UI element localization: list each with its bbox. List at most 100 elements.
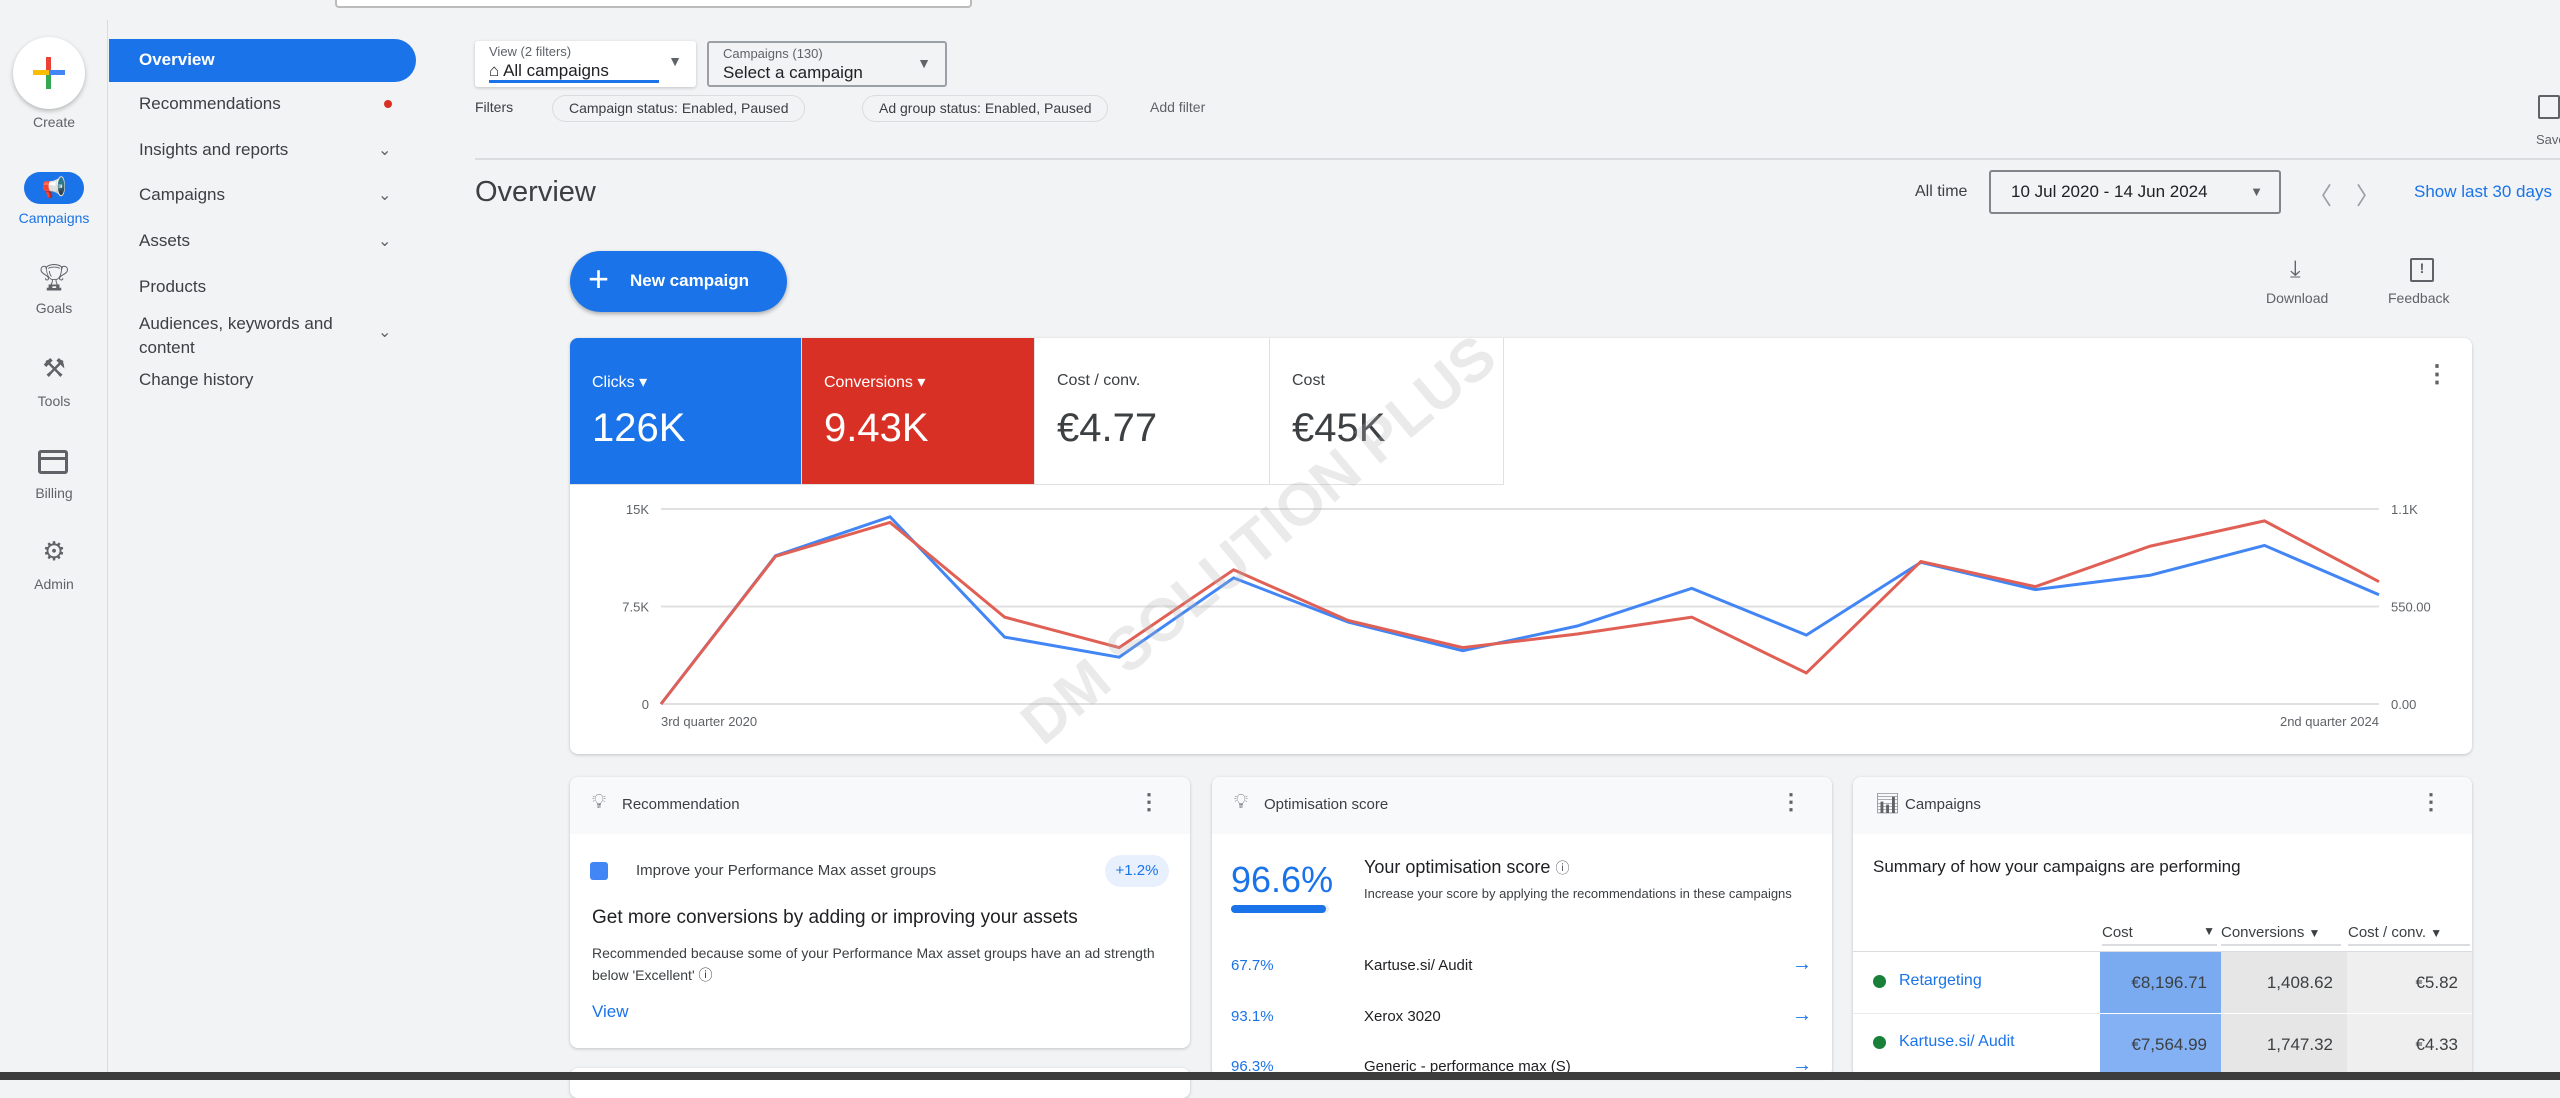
rail-tools[interactable]: Tools: [37, 393, 71, 409]
sort-icon: ▼: [2203, 924, 2215, 938]
chevron-down-icon[interactable]: ⌄: [378, 187, 392, 204]
optimisation-heading: Your optimisation score ⓘ: [1364, 857, 1570, 877]
left-axis-tick: 15K: [626, 502, 649, 517]
create-button[interactable]: [13, 37, 85, 109]
recommendation-headline: Get more conversions by adding or improv…: [592, 907, 1078, 928]
view-link[interactable]: View: [592, 1002, 629, 1021]
optimisation-score-card: 💡︎ Optimisation score ⋮ 96.6% Your optimis…: [1212, 777, 1832, 1077]
campaign-link[interactable]: Retargeting: [1899, 972, 1982, 989]
taskbar-edge: [0, 1072, 2560, 1080]
tools-icon[interactable]: ⚒: [42, 353, 66, 383]
save-icon[interactable]: [2538, 95, 2560, 119]
campaign-link[interactable]: Kartuse.si/ Audit: [1899, 1033, 2015, 1050]
cost-cell: €8,196.71: [2100, 952, 2221, 1013]
list-item[interactable]: 93.1% Xerox 3020 →: [1231, 1004, 1812, 1026]
chevron-down-icon[interactable]: ⌄: [378, 324, 392, 341]
x-axis-tick: 2nd quarter 2024: [2280, 714, 2379, 729]
show-last-30-days-link[interactable]: Show last 30 days: [2414, 182, 2552, 201]
recommendation-reason: Recommended because some of your Perform…: [592, 945, 1155, 983]
credit-card-icon[interactable]: [38, 450, 68, 474]
campaign-select-dropdown[interactable]: Campaigns (130) Select a campaign ▼: [707, 41, 947, 87]
metric-tile-cost[interactable]: Cost €45K: [1270, 338, 1504, 485]
arrow-right-icon: →: [1792, 953, 1812, 975]
more-options-icon[interactable]: ⋮: [1780, 789, 1802, 814]
rail-admin[interactable]: Admin: [34, 576, 74, 592]
plus-icon: [33, 57, 65, 89]
download-label[interactable]: Download: [2266, 290, 2329, 306]
metric-tile-clicks[interactable]: Clicks ▾ 126K: [570, 338, 802, 485]
metric-tile-cost-per-conv[interactable]: Cost / conv. €4.77: [1035, 338, 1270, 485]
campaign-select-label: Campaigns (130): [723, 46, 823, 61]
metric-tile-conversions[interactable]: Conversions ▾ 9.43K: [802, 338, 1035, 485]
save-label[interactable]: Save: [2536, 132, 2560, 147]
performance-max-icon: [590, 862, 608, 880]
notification-dot: [384, 100, 392, 108]
nav-item-assets[interactable]: Assets: [139, 231, 191, 250]
chevron-down-icon[interactable]: ⌄: [378, 142, 392, 159]
feedback-icon[interactable]: !: [2410, 258, 2434, 282]
trophy-icon[interactable]: 🏆︎: [37, 262, 71, 292]
list-item[interactable]: 96.3% Generic - performance max (S) →: [1231, 1054, 1812, 1076]
score-bar: [1231, 905, 1329, 913]
rail-campaigns[interactable]: Campaigns: [18, 210, 90, 226]
view-value: ⌂ All campaigns: [489, 61, 609, 80]
filter-chip-ad-group-status[interactable]: Ad group status: Enabled, Paused: [862, 95, 1109, 122]
search-bar[interactable]: [335, 0, 972, 8]
date-range-dropdown[interactable]: 10 Jul 2020 - 14 Jun 2024 ▼: [1989, 170, 2281, 214]
nav-item-audiences[interactable]: Audiences, keywords and content: [139, 314, 333, 357]
column-header-cost-conv[interactable]: Cost / conv. ▼: [2348, 924, 2470, 946]
card-title: Campaigns: [1905, 796, 1981, 813]
lightbulb-icon: 💡︎: [1234, 791, 1248, 813]
dropdown-arrow-icon: ▼: [917, 55, 931, 71]
list-item[interactable]: 67.7% Kartuse.si/ Audit →: [1231, 953, 1812, 975]
download-icon[interactable]: ⤓: [2290, 256, 2301, 283]
view-label: View (2 filters): [489, 44, 572, 59]
metric-label: Cost: [1292, 372, 1325, 389]
right-axis-tick: 1.1K: [2391, 502, 2418, 517]
dropdown-arrow-icon: ▼: [2250, 184, 2263, 199]
rail-billing[interactable]: Billing: [35, 485, 73, 501]
left-axis-tick: 0: [642, 697, 649, 712]
column-header-cost[interactable]: Cost ▼: [2102, 924, 2217, 946]
sort-icon: ▼: [2430, 926, 2443, 940]
add-filter-button[interactable]: Add filter: [1150, 99, 1206, 115]
score-uplift-badge: +1.2%: [1105, 855, 1169, 887]
conversions-cell: 1,408.62: [2221, 952, 2347, 1013]
feedback-label[interactable]: Feedback: [2388, 290, 2450, 306]
divider: [107, 20, 108, 1080]
nav-item-insights[interactable]: Insights and reports: [139, 140, 289, 159]
column-header-conversions[interactable]: Conversions ▼: [2221, 924, 2341, 946]
help-icon: ⓘ: [1555, 860, 1570, 876]
divider: [1853, 1013, 2100, 1014]
dropdown-arrow-icon: ▼: [668, 53, 682, 69]
more-options-icon[interactable]: ⋮: [1138, 789, 1160, 814]
nav-item-overview[interactable]: [109, 39, 416, 82]
new-campaign-label: New campaign: [630, 271, 750, 290]
more-options-icon[interactable]: ⋮: [2425, 361, 2449, 388]
next-period-button[interactable]: 〉: [2356, 183, 2380, 210]
campaigns-card: 📊︎ Campaigns ⋮ Summary of how your campaig…: [1853, 777, 2472, 1077]
metric-value: €4.77: [1057, 406, 1158, 450]
metric-value: 126K: [592, 406, 686, 450]
previous-period-button[interactable]: 〈: [2308, 183, 2332, 210]
gear-icon[interactable]: ⚙: [42, 536, 66, 566]
metric-label: Conversions ▾: [824, 374, 926, 391]
megaphone-icon[interactable]: 📢: [24, 172, 84, 204]
view-dropdown[interactable]: View (2 filters) ⌂ All campaigns ▼: [475, 41, 696, 87]
rail-goals[interactable]: Goals: [35, 300, 73, 316]
card-title: Optimisation score: [1264, 796, 1389, 813]
nav-item-recommendations[interactable]: Recommendations: [139, 94, 281, 113]
more-options-icon[interactable]: ⋮: [2420, 789, 2442, 814]
recommendation-item: Improve your Performance Max asset group…: [636, 862, 937, 879]
cost-conv-cell: €5.82: [2347, 952, 2472, 1013]
series-line-conversions: [659, 519, 2380, 705]
nav-item-campaigns[interactable]: Campaigns: [139, 185, 225, 204]
new-campaign-button[interactable]: + New campaign: [570, 251, 787, 312]
date-range-value: 10 Jul 2020 - 14 Jun 2024: [2011, 182, 2208, 201]
nav-item-products[interactable]: Products: [139, 277, 207, 296]
nav-item-change-history[interactable]: Change history: [139, 370, 254, 389]
selected-underline: [489, 80, 659, 83]
chevron-down-icon[interactable]: ⌄: [378, 233, 392, 250]
filter-chip-campaign-status[interactable]: Campaign status: Enabled, Paused: [552, 95, 806, 122]
status-enabled-icon: [1873, 1036, 1886, 1049]
